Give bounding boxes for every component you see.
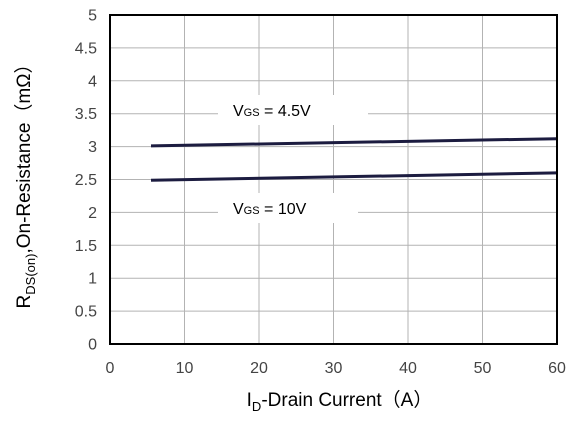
x-tick-label: 20 (250, 360, 268, 377)
y-tick-label: 0.5 (75, 304, 97, 321)
series-label-rest: = 4.5V (260, 103, 311, 120)
series-label-1: VGS = 4.5V (233, 103, 311, 120)
series-label-main: V (233, 201, 244, 218)
y-tick-label: 2 (88, 205, 97, 222)
y-tick-label: 3 (88, 139, 97, 156)
x-tick-label: 10 (176, 360, 194, 377)
series-label-subscript: GS (244, 107, 260, 119)
y-axis-title-subscript: DS(on) (23, 254, 38, 295)
y-tick-label: 2.5 (75, 172, 97, 189)
x-tick-label: 30 (325, 360, 343, 377)
series-label-background (218, 95, 368, 125)
y-axis-title: RDS(on),On-Resistance（mΩ） (13, 55, 38, 309)
y-tick-label: 1.5 (75, 238, 97, 255)
series-label-background (218, 193, 358, 223)
x-axis-title-subscript: D (252, 399, 261, 414)
series-label-main: V (233, 103, 244, 120)
y-tick-label: 4.5 (75, 40, 97, 57)
y-tick-label: 3.5 (75, 106, 97, 123)
y-tick-label: 0 (88, 337, 97, 354)
series-line-2 (150, 171, 558, 182)
x-tick-label: 0 (106, 360, 115, 377)
x-tick-label: 40 (399, 360, 417, 377)
plot-frame (109, 14, 558, 345)
x-axis-title: ID-Drain Current（A） (247, 389, 433, 414)
x-tick-label: 60 (548, 360, 566, 377)
series-label-subscript: GS (244, 205, 260, 217)
x-axis-title-main: I (247, 390, 252, 411)
x-tick-label: 50 (474, 360, 492, 377)
y-tick-label: 1 (88, 271, 97, 288)
y-tick-label: 5 (88, 8, 97, 25)
y-axis-title-main: R (14, 295, 35, 309)
series-label-2: VGS = 10V (233, 201, 307, 218)
series-line-1 (150, 137, 558, 148)
y-tick-label: 4 (88, 73, 97, 90)
y-axis-title-rest: ,On-Resistance（mΩ） (13, 55, 35, 254)
x-axis-title-rest: -Drain Current（A） (261, 389, 432, 411)
series-label-rest: = 10V (260, 201, 307, 218)
